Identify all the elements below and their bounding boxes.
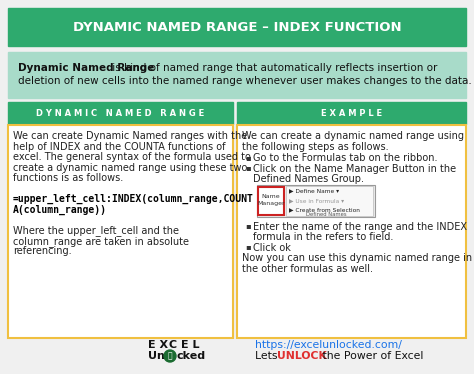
- Text: referencing.: referencing.: [13, 246, 72, 257]
- Text: help of INDEX and the COUNTA functions of: help of INDEX and the COUNTA functions o…: [13, 141, 226, 151]
- Text: C E L: C E L: [169, 340, 200, 350]
- Text: ▶ Use in Formula ▾: ▶ Use in Formula ▾: [289, 198, 344, 203]
- Text: excel. The general syntax of the formula used to: excel. The general syntax of the formula…: [13, 152, 251, 162]
- Text: ▪: ▪: [245, 153, 251, 162]
- Text: D Y N A M I C   N A M E D   R A N G E: D Y N A M I C N A M E D R A N G E: [36, 108, 205, 117]
- FancyBboxPatch shape: [8, 8, 466, 46]
- Text: ▪: ▪: [245, 242, 251, 251]
- Text: create a dynamic named range using these two: create a dynamic named range using these…: [13, 162, 247, 172]
- Text: ▪: ▪: [245, 163, 251, 172]
- FancyBboxPatch shape: [286, 186, 373, 215]
- Text: UNLOCK: UNLOCK: [277, 351, 327, 361]
- FancyBboxPatch shape: [237, 102, 466, 124]
- Text: Click on the Name Manager Button in the: Click on the Name Manager Button in the: [253, 163, 456, 174]
- FancyBboxPatch shape: [8, 102, 233, 124]
- Text: Defined Names Group.: Defined Names Group.: [253, 174, 364, 184]
- Text: Unl: Unl: [148, 351, 169, 361]
- Text: Go to the Formulas tab on the ribbon.: Go to the Formulas tab on the ribbon.: [253, 153, 438, 163]
- Text: functions is as follows.: functions is as follows.: [13, 173, 123, 183]
- Text: We can create a dynamic named range using: We can create a dynamic named range usin…: [242, 131, 464, 141]
- Text: Where the upper_left_cell and the: Where the upper_left_cell and the: [13, 226, 179, 236]
- Text: Defined Names: Defined Names: [306, 212, 346, 217]
- Circle shape: [164, 350, 176, 362]
- Text: column_range are taken in absolute: column_range are taken in absolute: [13, 236, 189, 247]
- Text: deletion of new cells into the named range whenever user makes changes to the da: deletion of new cells into the named ran…: [18, 76, 472, 86]
- Text: Name: Name: [262, 194, 280, 199]
- Text: the following steps as follows.: the following steps as follows.: [242, 141, 389, 151]
- Text: https://excelunlocked.com/: https://excelunlocked.com/: [255, 340, 402, 350]
- Text: E X: E X: [148, 340, 168, 350]
- Text: is kind of named range that automatically reflects insertion or: is kind of named range that automaticall…: [109, 63, 438, 73]
- FancyBboxPatch shape: [257, 184, 375, 217]
- Text: ▪: ▪: [245, 221, 251, 230]
- Text: ▶ Define Name ▾: ▶ Define Name ▾: [289, 188, 339, 193]
- Text: Manager: Manager: [257, 201, 285, 206]
- Text: We can create Dynamic Named ranges with the: We can create Dynamic Named ranges with …: [13, 131, 247, 141]
- Text: E X A M P L E: E X A M P L E: [321, 108, 382, 117]
- FancyBboxPatch shape: [8, 52, 466, 98]
- Text: cked: cked: [177, 351, 206, 361]
- Text: the other formulas as well.: the other formulas as well.: [242, 264, 373, 273]
- Text: Dynamic Named Range: Dynamic Named Range: [18, 63, 155, 73]
- Text: Enter the name of the range and the INDEX: Enter the name of the range and the INDE…: [253, 221, 467, 232]
- FancyBboxPatch shape: [8, 125, 233, 338]
- FancyBboxPatch shape: [237, 125, 466, 338]
- Text: Click ok: Click ok: [253, 242, 291, 252]
- Text: ▶ Create from Selection: ▶ Create from Selection: [289, 207, 360, 212]
- Text: =upper_left_cell:INDEX(column_range,COUNT: =upper_left_cell:INDEX(column_range,COUN…: [13, 194, 254, 204]
- FancyBboxPatch shape: [258, 187, 284, 215]
- Text: formula in the refers to field.: formula in the refers to field.: [253, 232, 393, 242]
- Text: DYNAMIC NAMED RANGE – INDEX FUNCTION: DYNAMIC NAMED RANGE – INDEX FUNCTION: [73, 21, 401, 34]
- Text: the Power of Excel: the Power of Excel: [319, 351, 423, 361]
- Text: A(column_range)): A(column_range)): [13, 205, 107, 215]
- Text: Lets: Lets: [255, 351, 281, 361]
- Text: 🔒: 🔒: [168, 352, 173, 361]
- Text: Now you can use this dynamic named range in: Now you can use this dynamic named range…: [242, 253, 472, 263]
